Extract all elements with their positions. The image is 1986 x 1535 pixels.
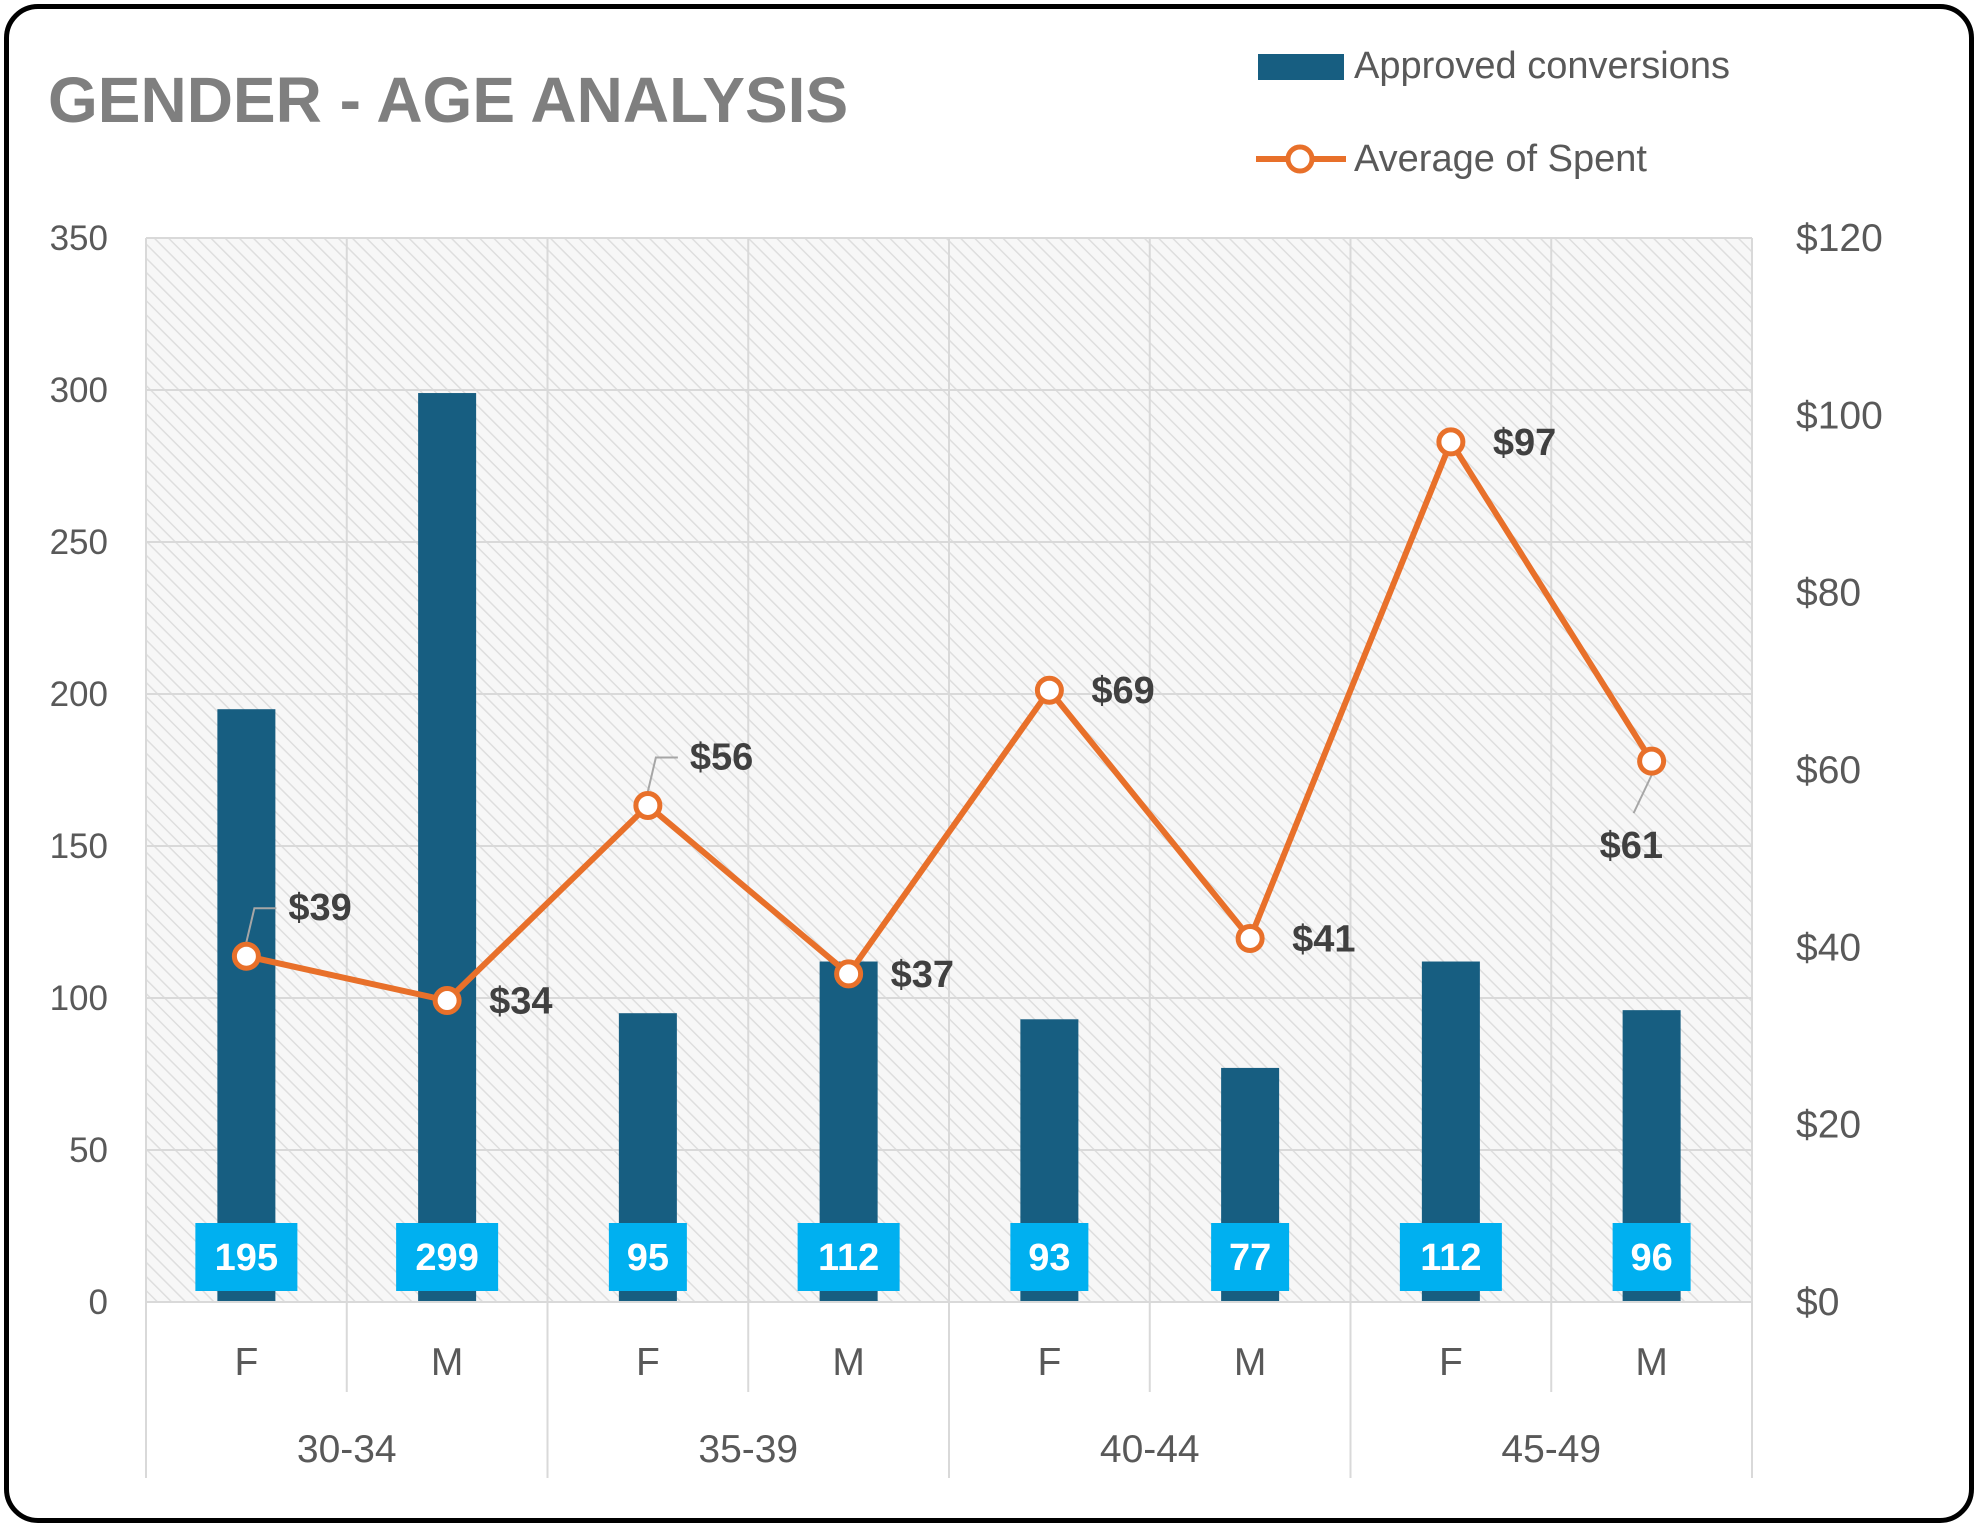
chart-title: GENDER - AGE ANALYSIS bbox=[48, 64, 848, 136]
line-point bbox=[834, 959, 864, 989]
label-leader-line bbox=[1632, 774, 1653, 814]
line-data-label: $34 bbox=[489, 981, 552, 1023]
bar-data-label: 95 bbox=[627, 1237, 669, 1279]
right-axis-ticks: $0 $20 $40 $60 $80 $100 $120 bbox=[1796, 217, 1883, 1324]
bar-data-label-box bbox=[1010, 1223, 1089, 1291]
bar bbox=[418, 393, 477, 1302]
group-label: 30-34 bbox=[297, 1428, 397, 1471]
line-point bbox=[231, 941, 261, 971]
line-data-label: $69 bbox=[1091, 670, 1154, 712]
bar-data-label-box bbox=[797, 1223, 900, 1291]
line-data-label: $61 bbox=[1600, 825, 1663, 867]
left-tick-label: 100 bbox=[50, 979, 108, 1018]
bar-data-label-box bbox=[1612, 1223, 1691, 1291]
right-tick-label: $60 bbox=[1796, 749, 1861, 792]
left-tick-label: 0 bbox=[89, 1283, 108, 1322]
line-data-label: $97 bbox=[1493, 422, 1556, 464]
legend-bar-label: Approved conversions bbox=[1354, 45, 1730, 87]
line-point bbox=[432, 986, 462, 1016]
left-tick-label: 200 bbox=[50, 675, 108, 714]
right-tick-label: $0 bbox=[1796, 1281, 1839, 1324]
category-label: F bbox=[1439, 1341, 1463, 1384]
line-series: $39 $34 $56 $37 $69 $41 $97 $61 bbox=[231, 422, 1667, 1023]
line-point bbox=[1436, 427, 1466, 457]
line-path bbox=[245, 438, 1655, 1004]
line-data-label: $39 bbox=[288, 887, 351, 929]
bar-data-label: 112 bbox=[818, 1237, 879, 1279]
right-tick-label: $20 bbox=[1796, 1104, 1861, 1147]
left-tick-label: 350 bbox=[50, 219, 108, 258]
legend-line-marker bbox=[1285, 144, 1315, 174]
left-axis-ticks: 0 50 100 150 200 250 300 350 bbox=[50, 219, 108, 1322]
left-tick-label: 50 bbox=[69, 1131, 108, 1170]
bar-data-label: 299 bbox=[415, 1237, 478, 1279]
category-label: M bbox=[431, 1341, 464, 1384]
bar-data-label: 96 bbox=[1630, 1237, 1672, 1279]
category-label: M bbox=[1635, 1341, 1668, 1384]
category-label: M bbox=[832, 1341, 865, 1384]
group-label: 45-49 bbox=[1501, 1428, 1601, 1471]
left-tick-label: 300 bbox=[50, 371, 108, 410]
right-tick-label: $100 bbox=[1796, 394, 1883, 437]
line-point bbox=[1235, 923, 1265, 953]
bar-data-label: 112 bbox=[1420, 1237, 1481, 1279]
category-axis: F M F M F M F M 30-34 35-39 40-44 45-49 bbox=[145, 1301, 1753, 1478]
label-leader-line bbox=[646, 756, 678, 792]
bar-data-label: 195 bbox=[215, 1237, 278, 1279]
line-data-label: $41 bbox=[1292, 918, 1355, 960]
legend-bar-swatch bbox=[1258, 54, 1344, 80]
bar-data-label: 93 bbox=[1028, 1237, 1070, 1279]
group-label: 35-39 bbox=[698, 1428, 798, 1471]
bar-data-label-box bbox=[1211, 1223, 1290, 1291]
bar-data-label-box bbox=[195, 1223, 298, 1291]
group-label: 40-44 bbox=[1100, 1428, 1200, 1471]
right-tick-label: $120 bbox=[1796, 217, 1883, 260]
category-label: F bbox=[234, 1341, 258, 1384]
legend: Approved conversions Average of Spent bbox=[1256, 45, 1730, 180]
category-label: M bbox=[1234, 1341, 1267, 1384]
bar bbox=[217, 709, 276, 1302]
bar-data-label-box bbox=[608, 1223, 687, 1291]
bar-series: 195 299 95 112 93 77 112 96 bbox=[195, 393, 1691, 1302]
line-data-label: $56 bbox=[690, 736, 753, 778]
category-label: F bbox=[636, 1341, 660, 1384]
label-leader-line bbox=[245, 907, 277, 943]
left-tick-label: 150 bbox=[50, 827, 108, 866]
legend-line-label: Average of Spent bbox=[1354, 138, 1647, 180]
left-tick-label: 250 bbox=[50, 523, 108, 562]
right-tick-label: $40 bbox=[1796, 926, 1861, 969]
line-point bbox=[1034, 675, 1064, 705]
gridlines bbox=[145, 237, 1753, 1303]
line-point bbox=[1637, 746, 1667, 776]
line-data-label: $37 bbox=[891, 954, 954, 996]
right-tick-label: $80 bbox=[1796, 572, 1861, 615]
bar-data-label-box bbox=[396, 1223, 499, 1291]
line-point bbox=[633, 790, 663, 820]
bar-data-label-box bbox=[1399, 1223, 1502, 1291]
bar-data-label: 77 bbox=[1229, 1237, 1271, 1279]
category-label: F bbox=[1037, 1341, 1061, 1384]
